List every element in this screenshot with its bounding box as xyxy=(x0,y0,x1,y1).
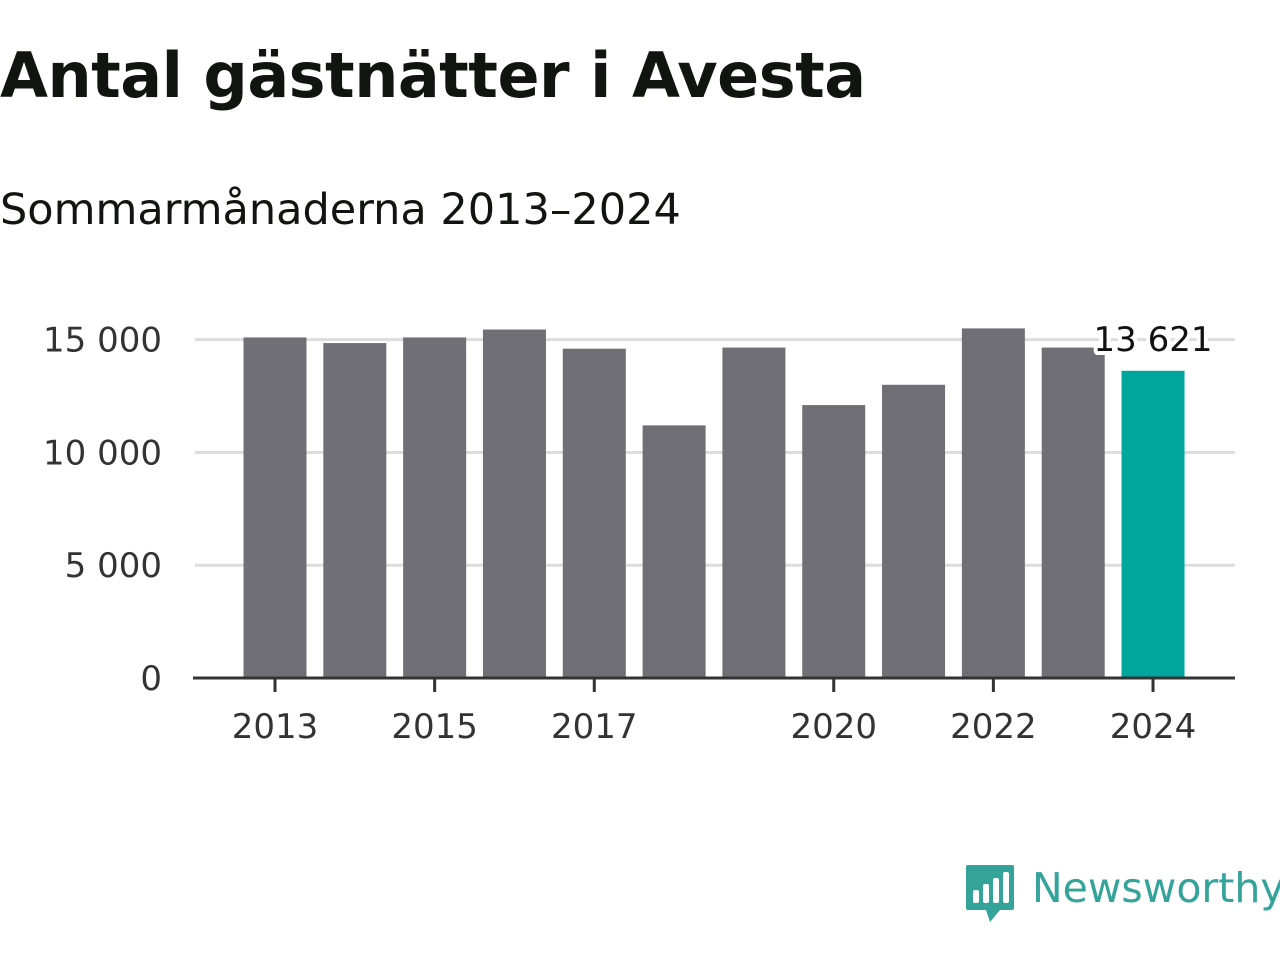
brand-footer: Newsworthy xyxy=(964,862,1280,926)
x-axis xyxy=(193,676,1235,692)
bar xyxy=(403,337,467,678)
x-tick-label: 2013 xyxy=(232,707,319,747)
data-label-highlighted: 13 621 xyxy=(1094,320,1213,360)
x-tick-label: 2015 xyxy=(391,707,478,747)
bar xyxy=(1041,347,1105,678)
y-tick-label: 5 000 xyxy=(65,546,162,586)
x-tick-label: 2024 xyxy=(1110,707,1197,747)
newsworthy-chart-bubble-icon xyxy=(966,865,1014,922)
x-tick-label: 2022 xyxy=(950,707,1037,747)
data-labels: 13 621 xyxy=(1090,316,1217,364)
chart-subtitle: Sommarmånaderna 2013–2024 xyxy=(0,185,681,235)
x-axis-tick-labels: 2013 2015 2017 2020 2022 2024 xyxy=(232,707,1197,747)
bar xyxy=(882,384,946,678)
bar xyxy=(243,337,307,678)
bar-highlighted xyxy=(1121,370,1185,678)
bar xyxy=(323,343,387,678)
x-tick-label: 2020 xyxy=(790,707,877,747)
y-tick-label: 15 000 xyxy=(43,321,162,361)
chart-title: Antal gästnätter i Avesta xyxy=(0,39,866,112)
bar xyxy=(722,347,786,678)
y-tick-label: 0 xyxy=(140,659,162,699)
y-axis-tick-labels: 0 5 000 10 000 15 000 xyxy=(43,321,162,699)
x-tick-label: 2017 xyxy=(551,707,638,747)
y-tick-label: 10 000 xyxy=(43,433,162,473)
bar xyxy=(802,405,866,678)
bars xyxy=(243,328,1185,678)
bar xyxy=(642,425,706,678)
bar xyxy=(961,328,1025,678)
brand-name: Newsworthy xyxy=(1032,864,1280,912)
bar xyxy=(482,329,546,678)
bar xyxy=(562,348,626,678)
